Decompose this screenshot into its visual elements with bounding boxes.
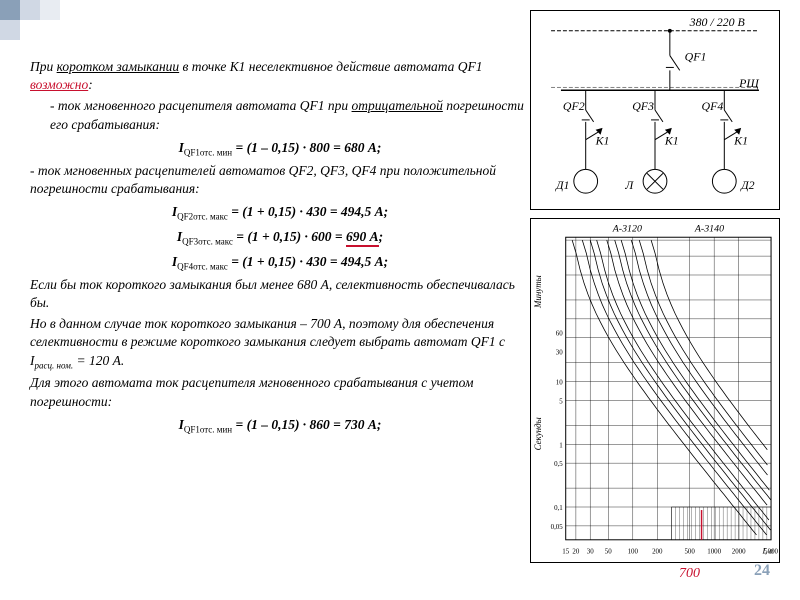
paragraph-2: - ток мгновенного расцепителя автомата Q… (30, 97, 530, 133)
page-number: 24 (754, 562, 770, 580)
svg-text:Д1: Д1 (555, 178, 570, 192)
eq5-sub: QF1отс. мин (184, 424, 232, 434)
equation-4: IQF4отс. макс = (1 + 0,15) · 430 = 494,5… (30, 253, 530, 273)
svg-text:100: 100 (628, 548, 639, 556)
p5-b: = 120 А. (73, 353, 124, 368)
svg-text:К1: К1 (664, 134, 679, 148)
eq5-body: = (1 – 0,15) · 860 = 730 А; (232, 417, 381, 432)
svg-text:Л: Л (624, 178, 634, 192)
paragraph-6: Для этого автомата ток расцепителя мгнов… (30, 374, 530, 410)
paragraph-3: - ток мгновенных расцепителей автоматов … (30, 162, 530, 198)
svg-text:Секунды: Секунды (533, 417, 543, 450)
svg-text:А-3120: А-3120 (612, 223, 642, 234)
p5-sub: расц. ном. (35, 360, 74, 370)
equation-5: IQF1отс. мин = (1 – 0,15) · 860 = 730 А; (30, 416, 530, 436)
svg-text:0,1: 0,1 (554, 504, 563, 512)
p1-c: : (88, 77, 93, 92)
svg-text:QF4: QF4 (702, 99, 724, 113)
eq3-tail: ; (379, 229, 384, 244)
svg-text:1000: 1000 (707, 548, 721, 556)
eq1-res: 680 А; (344, 140, 381, 155)
svg-text:200: 200 (652, 548, 663, 556)
svg-text:QF3: QF3 (632, 99, 654, 113)
svg-text:I, а: I, а (761, 547, 773, 556)
p2-negative: отрицательной (352, 98, 443, 113)
p1-possible: возможно (30, 77, 88, 92)
eq4-sub: QF4отс. макс (177, 261, 228, 271)
eq2-body: = (1 + 0,15) · 430 = 494,5 А; (228, 204, 388, 219)
equation-1: IQF1отс. мин = (1 – 0,15) · 800 = 680 А; (30, 139, 530, 159)
eq2-sub: QF2отс. макс (177, 212, 228, 222)
p1-short-circuit: коротком замыкании (57, 59, 180, 74)
p1-a: При (30, 59, 57, 74)
voltage-label: 380 / 220 В (689, 15, 745, 29)
branch-qf2: QF2 К1 Д1 (555, 90, 609, 193)
eq1-sub: QF1отс. мин (184, 148, 232, 158)
svg-text:50: 50 (605, 548, 612, 556)
svg-text:2000: 2000 (732, 548, 746, 556)
highlight-700: 700 (679, 566, 700, 582)
svg-text:0,05: 0,05 (551, 523, 564, 531)
circuit-diagram: 380 / 220 В QF1 РЩ QF2 К1 Д1 (530, 10, 780, 210)
panel-label: РЩ (738, 76, 759, 90)
svg-text:500: 500 (684, 548, 695, 556)
eq1-body: = (1 – 0,15) · 800 = (232, 140, 344, 155)
svg-text:15: 15 (562, 548, 569, 556)
eq3-body: = (1 + 0,15) · 600 = (233, 229, 346, 244)
svg-text:Минуты: Минуты (533, 275, 543, 309)
svg-text:30: 30 (556, 349, 563, 357)
svg-text:30: 30 (587, 548, 594, 556)
svg-text:10: 10 (556, 379, 563, 387)
svg-text:60: 60 (556, 330, 563, 338)
eq3-res: 690 А (346, 229, 379, 247)
svg-text:К1: К1 (595, 134, 610, 148)
svg-text:К1: К1 (733, 134, 748, 148)
svg-text:1: 1 (559, 441, 563, 449)
p2-a: - ток мгновенного расцепителя автомата Q… (50, 98, 352, 113)
equation-3: IQF3отс. макс = (1 + 0,15) · 600 = 690 А… (30, 228, 530, 248)
svg-text:А-3140: А-3140 (694, 223, 724, 234)
svg-text:0,5: 0,5 (554, 460, 563, 468)
paragraph-4: Если бы ток короткого замыкания был мене… (30, 276, 530, 312)
main-text-column: При коротком замыкании в точке К1 неселе… (30, 58, 530, 439)
eq4-body: = (1 + 0,15) · 430 = 494,5 А; (228, 254, 388, 269)
branch-qf4: QF4 К1 Д2 (702, 90, 755, 193)
svg-text:20: 20 (572, 548, 579, 556)
tripping-curves-chart: А-3120А-3140МинутыСекунды152030501002005… (530, 218, 780, 563)
paragraph-5: Но в данном случае ток короткого замыкан… (30, 315, 530, 371)
equation-2: IQF2отс. макс = (1 + 0,15) · 430 = 494,5… (30, 203, 530, 223)
p1-b: в точке К1 неселективное действие автома… (179, 59, 482, 74)
paragraph-1: При коротком замыкании в точке К1 неселе… (30, 58, 530, 94)
svg-text:QF2: QF2 (563, 99, 585, 113)
svg-text:Д2: Д2 (740, 178, 755, 192)
corner-decoration (0, 0, 70, 40)
eq3-sub: QF3отс. макс (182, 237, 233, 247)
branch-qf3: QF3 К1 Л (624, 90, 678, 193)
svg-text:5: 5 (559, 397, 563, 405)
qf1-label: QF1 (685, 49, 707, 63)
